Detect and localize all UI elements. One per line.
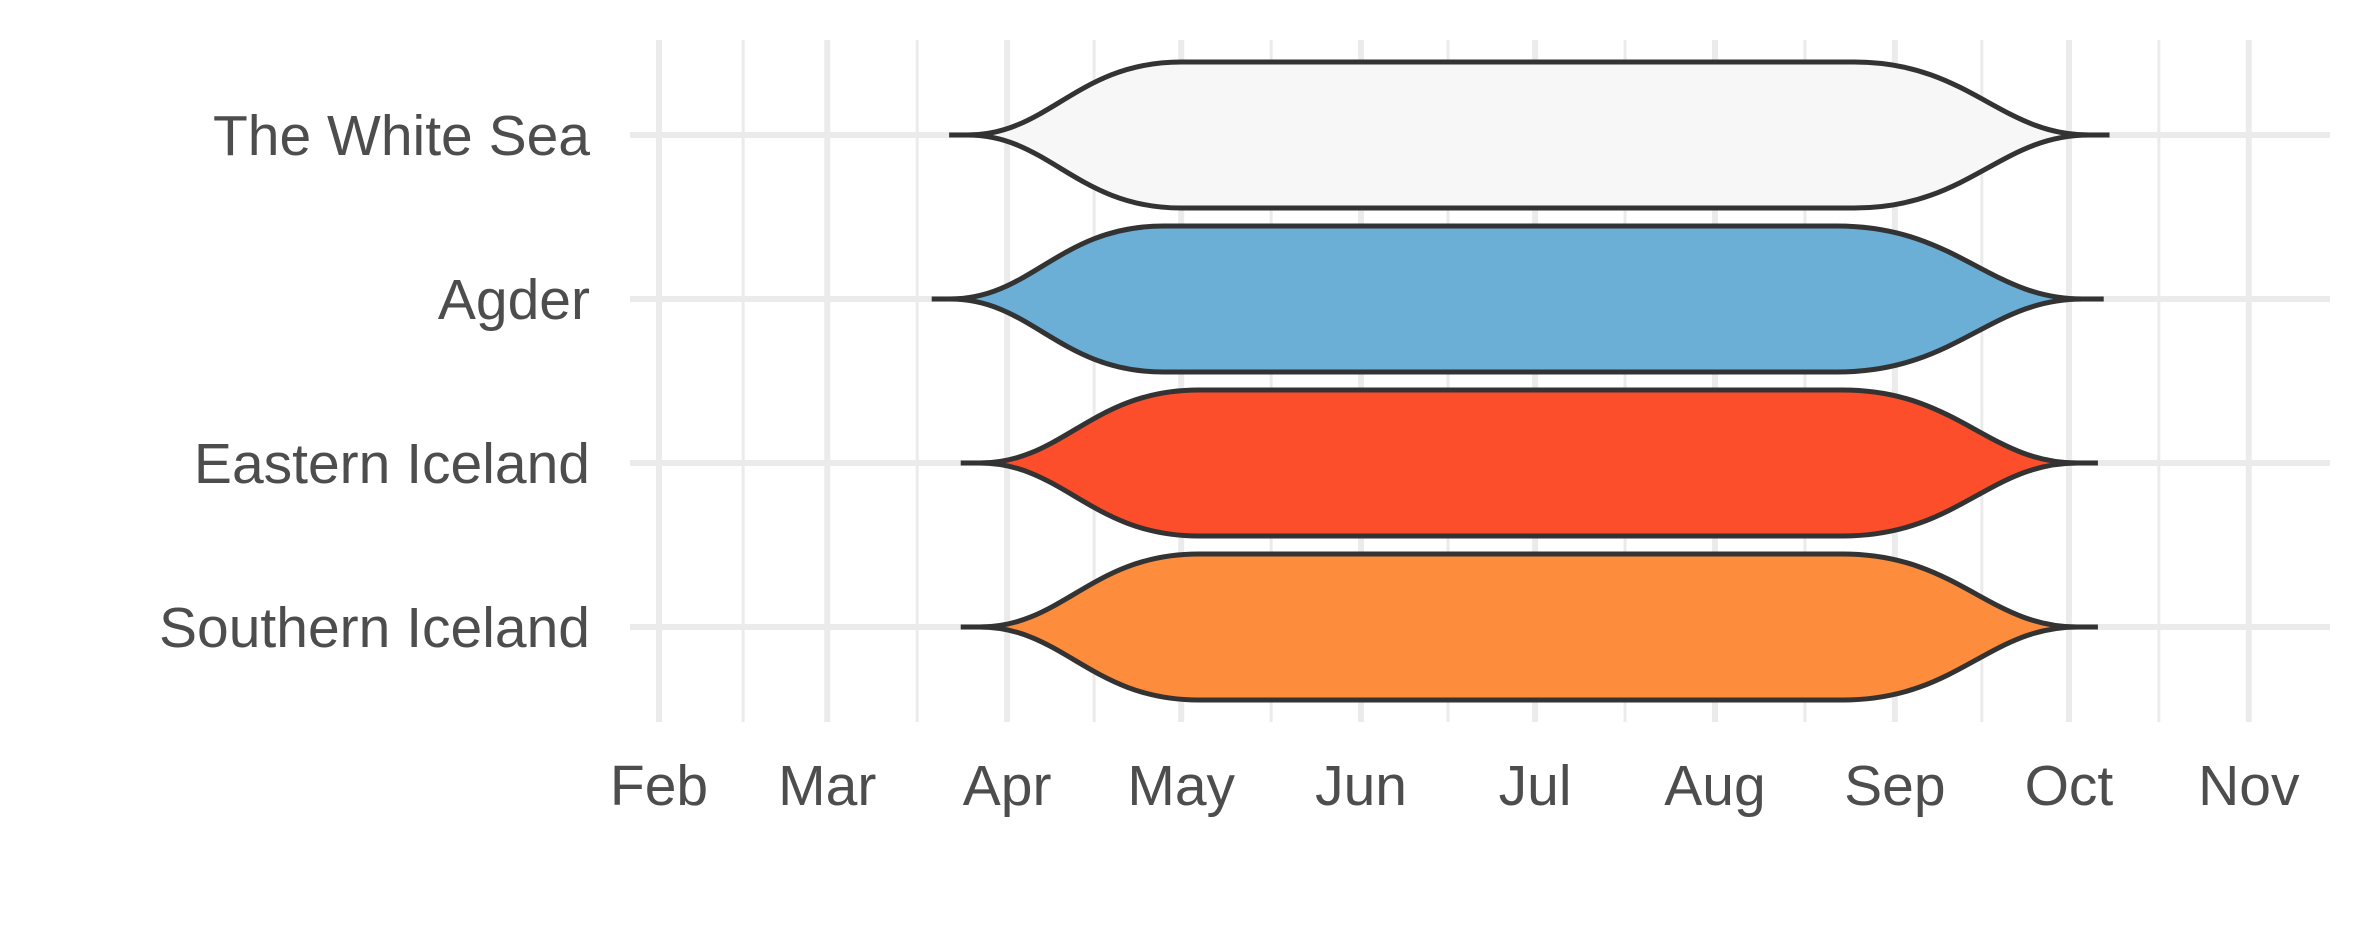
x-tick-label: Oct: [2025, 754, 2114, 818]
x-tick-label: Apr: [963, 754, 1052, 818]
x-tick-label: Feb: [610, 754, 708, 818]
violin-agder: [947, 223, 2085, 375]
x-tick-label: Nov: [2198, 754, 2300, 818]
violin-the-white-sea: [965, 59, 2092, 211]
x-tick-label: Sep: [1844, 754, 1945, 818]
x-axis-labels: Feb Mar Apr May Jun Jul Aug Sep Oct Nov: [610, 754, 2300, 818]
y-axis-labels: The White Sea Agder Eastern Iceland Souther…: [159, 104, 590, 660]
x-tick-label: Jun: [1315, 754, 1407, 818]
x-tick-label: Mar: [778, 754, 876, 818]
y-tick-label: The White Sea: [213, 104, 590, 168]
y-tick-label: Eastern Iceland: [194, 432, 590, 496]
violin-eastern-iceland: [977, 387, 2080, 539]
y-tick-label: Agder: [438, 268, 590, 332]
x-tick-label: Jul: [1499, 754, 1572, 818]
violin-layer: [931, 59, 2110, 703]
x-tick-label: May: [1127, 754, 1235, 818]
x-tick-label: Aug: [1664, 754, 1765, 818]
violin-southern-iceland: [977, 551, 2080, 703]
y-tick-label: Southern Iceland: [159, 596, 590, 660]
